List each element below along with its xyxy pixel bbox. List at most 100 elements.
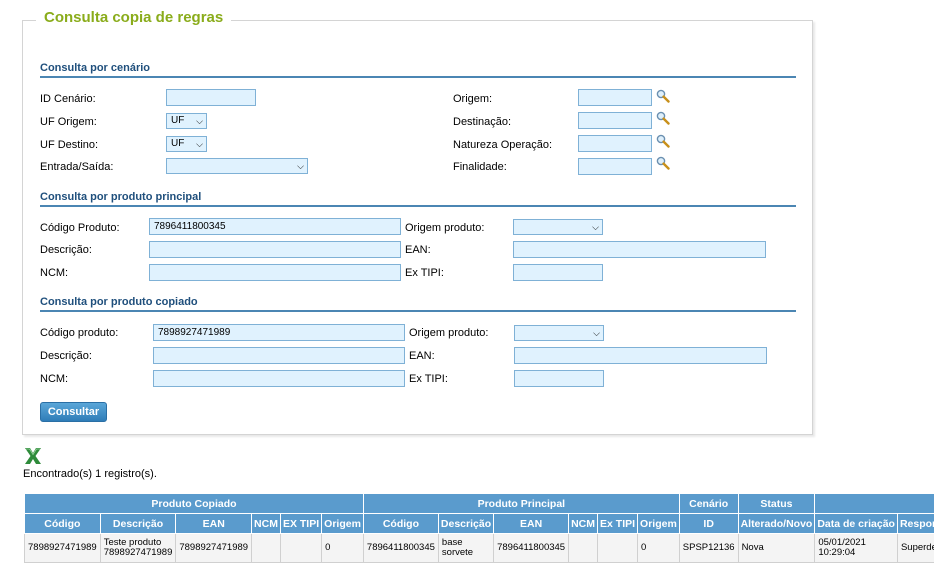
search-icon[interactable] — [656, 134, 670, 148]
column-header[interactable]: Responsável — [896, 513, 934, 534]
search-icon[interactable] — [656, 111, 670, 125]
origem-label: Origem: — [453, 93, 493, 105]
column-header[interactable]: Descrição — [99, 513, 177, 534]
uf-origem-value: UF — [171, 115, 185, 126]
column-header[interactable]: Código — [24, 513, 101, 534]
copiado-ean-input[interactable] — [514, 347, 767, 364]
chevron-down-icon: ⌵ — [196, 139, 203, 149]
copiado-ean-label: EAN: — [409, 350, 435, 362]
destinacao-label: Destinação: — [453, 116, 512, 128]
table-cell: SPSP12136 — [678, 533, 739, 563]
chevron-down-icon: ⌵ — [196, 116, 203, 126]
column-header[interactable]: Ex TIPI — [597, 513, 639, 534]
group-header-status: Status — [737, 493, 816, 514]
copiado-codigo-input[interactable]: 7898927471989 — [153, 324, 405, 341]
table-cell: 7896411800345 — [362, 533, 439, 563]
table-cell — [597, 533, 639, 563]
search-icon[interactable] — [656, 89, 670, 103]
chevron-down-icon: ⌵ — [297, 161, 304, 171]
entrada-saida-select[interactable]: ⌵ — [166, 158, 308, 174]
destinacao-input[interactable] — [578, 112, 652, 129]
principal-origem-label: Origem produto: — [405, 222, 485, 234]
column-header[interactable]: EX TIPI — [279, 513, 323, 534]
id-cenario-input[interactable] — [166, 89, 256, 106]
search-icon[interactable] — [656, 156, 670, 170]
copiado-ncm-label: NCM: — [40, 373, 69, 385]
result-count-text: Encontrado(s) 1 registro(s). — [23, 468, 157, 480]
excel-icon[interactable] — [23, 446, 43, 466]
column-header[interactable]: Origem — [637, 513, 680, 534]
copiado-extipi-input[interactable] — [514, 370, 604, 387]
table-cell: base sorvete — [437, 533, 495, 563]
principal-descricao-input[interactable] — [149, 241, 401, 258]
column-header[interactable]: NCM — [251, 513, 281, 534]
column-header[interactable]: EAN — [175, 513, 253, 534]
section-principal-title: Consulta por produto principal — [40, 191, 202, 203]
column-header[interactable]: Descrição — [437, 513, 495, 534]
group-header-produto-copiado: Produto Copiado — [24, 493, 364, 514]
entrada-saida-label: Entrada/Saída: — [40, 161, 114, 173]
table-cell: 0 — [321, 533, 364, 563]
table-cell: 7898927471989 — [24, 533, 101, 563]
column-header[interactable]: NCM — [568, 513, 599, 534]
copiado-ncm-input[interactable] — [153, 370, 405, 387]
results-table-wrapper: Produto Copiado Produto Principal Cenári… — [24, 493, 934, 563]
principal-ean-input[interactable] — [513, 241, 766, 258]
uf-origem-label: UF Origem: — [40, 116, 97, 128]
column-header[interactable]: Alterado/Novo — [737, 513, 816, 534]
section-cenario-title: Consulta por cenário — [40, 62, 151, 74]
table-cell — [251, 533, 281, 563]
section-divider — [40, 205, 796, 207]
uf-destino-select[interactable]: UF ⌵ — [166, 136, 207, 152]
column-header[interactable]: Código — [362, 513, 439, 534]
principal-origem-select[interactable]: ⌵ — [513, 219, 603, 235]
copiado-codigo-label: Código produto: — [40, 327, 119, 339]
table-cell: 0 — [637, 533, 680, 563]
copiado-descricao-label: Descrição: — [40, 350, 92, 362]
natureza-operacao-label: Natureza Operação: — [453, 139, 553, 151]
section-copiado-title: Consulta por produto copiado — [40, 296, 198, 308]
principal-extipi-input[interactable] — [513, 264, 603, 281]
table-cell — [279, 533, 323, 563]
chevron-down-icon: ⌵ — [592, 222, 599, 232]
consultar-button[interactable]: Consultar — [40, 402, 107, 422]
table-cell: 7896411800345 — [493, 533, 570, 563]
uf-destino-label: UF Destino: — [40, 139, 99, 151]
page-title: Consulta copia de regras — [36, 9, 232, 26]
section-divider — [40, 76, 796, 78]
group-header-empty — [814, 493, 934, 514]
copiado-descricao-input[interactable] — [153, 347, 405, 364]
principal-ncm-input[interactable] — [149, 264, 401, 281]
results-table: Produto Copiado Produto Principal Cenári… — [24, 493, 934, 563]
uf-destino-value: UF — [171, 138, 185, 149]
column-header[interactable]: EAN — [493, 513, 570, 534]
chevron-down-icon: ⌵ — [593, 328, 600, 338]
table-cell: 05/01/2021 10:29:04 — [814, 533, 898, 563]
finalidade-label: Finalidade: — [453, 161, 507, 173]
principal-ean-label: EAN: — [405, 244, 431, 256]
table-row[interactable]: 7898927471989 Teste produto 789892747198… — [24, 533, 934, 563]
principal-codigo-label: Código Produto: — [40, 222, 120, 234]
principal-extipi-label: Ex TIPI: — [405, 267, 444, 279]
group-header-produto-principal: Produto Principal — [362, 493, 680, 514]
column-header[interactable]: Data de criação — [814, 513, 898, 534]
principal-codigo-input[interactable]: 7896411800345 — [149, 218, 401, 235]
group-header-cenario: Cenário — [678, 493, 739, 514]
principal-ncm-label: NCM: — [40, 267, 69, 279]
id-cenario-label: ID Cenário: — [40, 93, 96, 105]
column-header[interactable]: ID — [678, 513, 739, 534]
copiado-origem-label: Origem produto: — [409, 327, 489, 339]
table-cell — [568, 533, 599, 563]
table-cell: 7898927471989 — [175, 533, 253, 563]
copiado-extipi-label: Ex TIPI: — [409, 373, 448, 385]
natureza-operacao-input[interactable] — [578, 135, 652, 152]
origem-input[interactable] — [578, 89, 652, 106]
section-divider — [40, 310, 796, 312]
column-header[interactable]: Origem — [321, 513, 364, 534]
copiado-origem-select[interactable]: ⌵ — [514, 325, 604, 341]
table-cell: Nova — [737, 533, 816, 563]
table-cell: Teste produto 7898927471989 — [99, 533, 177, 563]
uf-origem-select[interactable]: UF ⌵ — [166, 113, 207, 129]
table-cell: Superdemo — [896, 533, 934, 563]
finalidade-input[interactable] — [578, 158, 652, 175]
